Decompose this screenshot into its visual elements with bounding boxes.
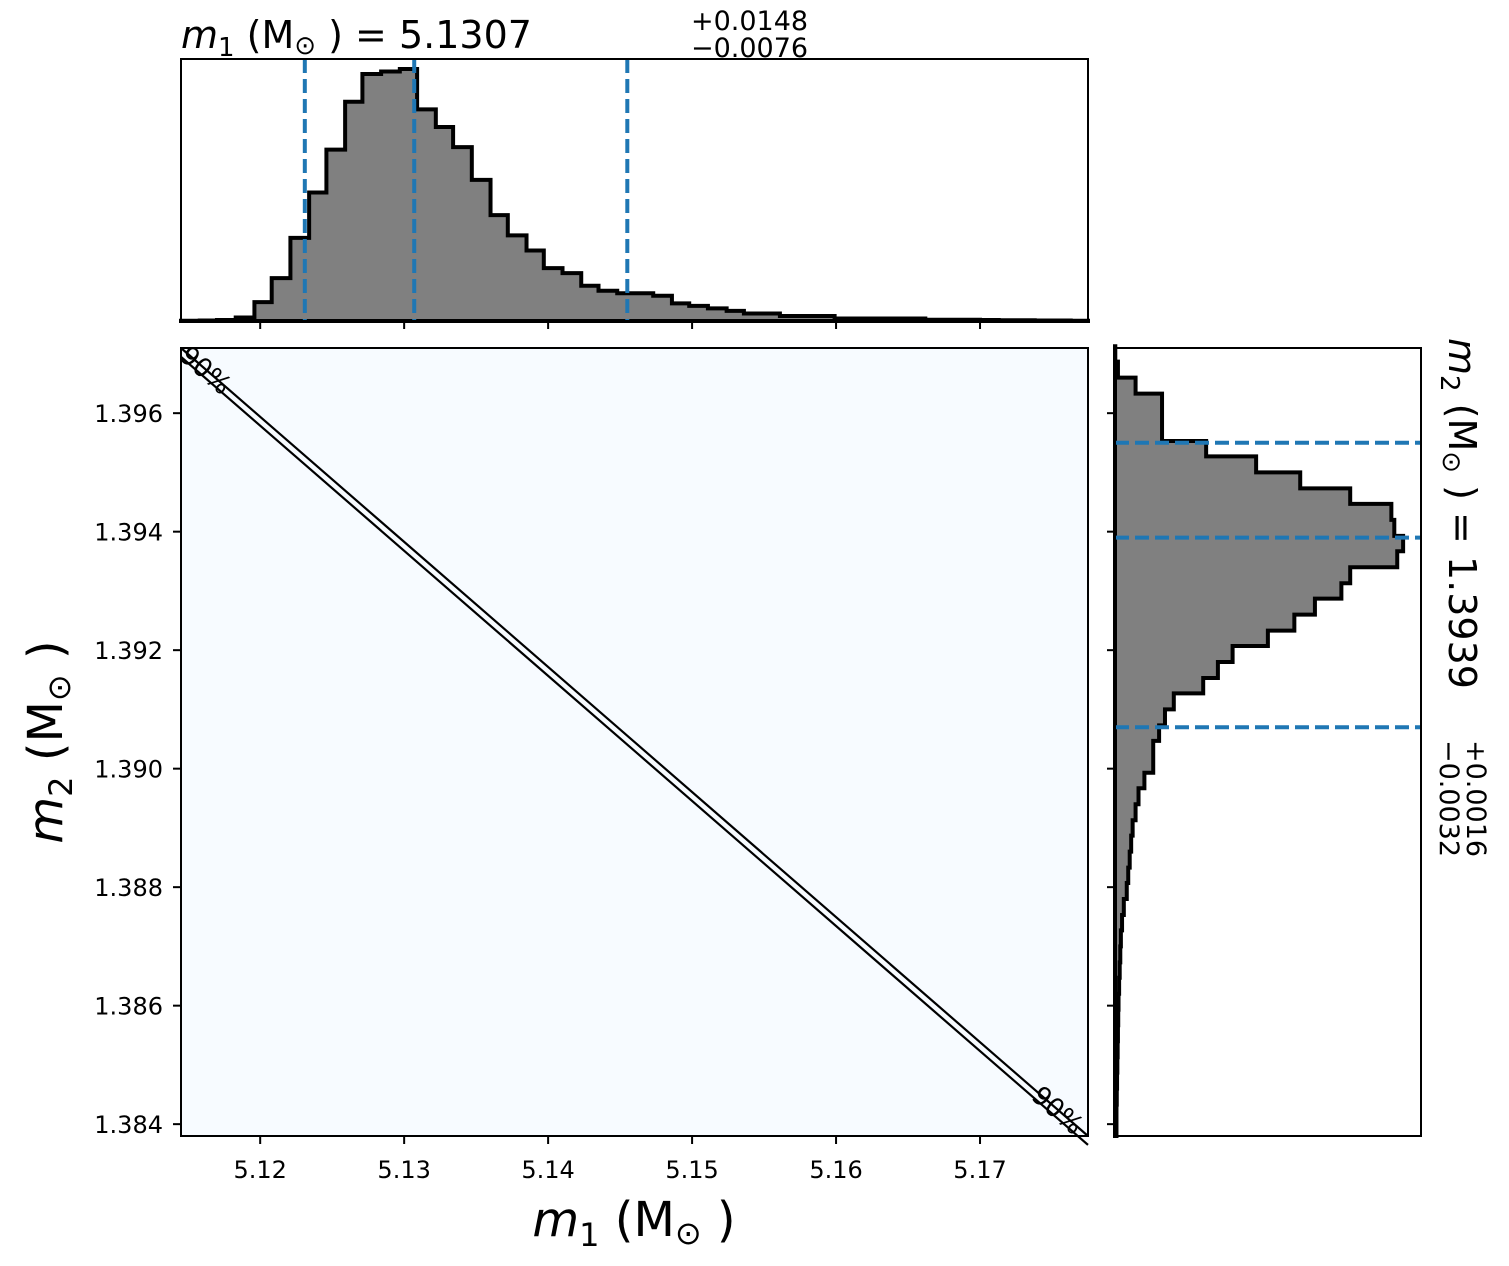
right-histogram-y-ticks	[1107, 412, 1115, 1126]
top-histogram-x-ticks	[259, 321, 982, 329]
title-sub: 1	[218, 33, 235, 63]
contour-lines	[180, 347, 1089, 1146]
label-sun: ⊙	[675, 1214, 702, 1252]
title-value: ) = 5.1307	[316, 13, 532, 57]
right-histogram-panel: m2 (M⊙ ) = 1.3939 +0.0016−0.0032	[1107, 338, 1491, 1138]
y-tick-label-3: 1.390	[94, 756, 163, 784]
label-close: )	[702, 1192, 736, 1248]
right-title-var: m	[1440, 338, 1484, 375]
right-title-value: ) = 1.3939	[1440, 473, 1484, 689]
title-sun: ⊙	[294, 31, 316, 61]
x-tick-label-5: 5.17	[953, 1156, 1006, 1184]
x-tick-label-1: 5.13	[377, 1156, 430, 1184]
x-tick-label-3: 5.15	[665, 1156, 718, 1184]
right-title-unit: (M	[1440, 392, 1484, 452]
right-histogram-step	[1113, 344, 1406, 1138]
top-quantile-lines	[302, 59, 630, 321]
joint-frame	[180, 347, 1089, 1137]
title-unit: (M	[235, 13, 295, 57]
joint-x-axis-ticks: 5.12 5.13 5.14 5.15 5.16 5.17	[233, 1136, 1007, 1184]
x-tick-label-0: 5.12	[233, 1156, 286, 1184]
title-var: m	[181, 13, 218, 57]
right-title-plus: +0.0016	[1460, 740, 1491, 857]
contour-line-0	[180, 347, 1089, 1137]
y-tick-label-2: 1.388	[94, 874, 163, 902]
label-sub: 2	[42, 777, 80, 797]
x-axis-label: m1 (M⊙ )	[532, 1192, 735, 1254]
y-tick-label-4: 1.392	[94, 637, 163, 665]
right-histogram-bars	[1113, 344, 1406, 1138]
x-tick-label-2: 5.14	[521, 1156, 574, 1184]
y-tick-label-5: 1.394	[94, 519, 163, 547]
contour-line-1	[180, 356, 1089, 1146]
x-tick-label-4: 5.16	[809, 1156, 862, 1184]
title-plus: +0.0148	[691, 6, 808, 37]
top-histogram-bars	[179, 67, 1090, 323]
y-tick-label-6: 1.396	[94, 400, 163, 428]
label-sun: ⊙	[40, 674, 78, 701]
label-var: m	[532, 1192, 579, 1248]
right-title-sun: ⊙	[1436, 451, 1466, 473]
right-title-minus: −0.0032	[1433, 740, 1464, 857]
y-tick-label-0: 1.384	[94, 1111, 163, 1139]
label-close: )	[18, 640, 74, 674]
joint-y-axis-ticks: 1.384 1.386 1.388 1.390 1.392 1.394 1.396	[94, 400, 181, 1139]
right-quantile-lines	[1115, 440, 1421, 730]
top-histogram-title: m1 (M⊙ ) = 5.1307 +0.0148 −0.0076	[181, 6, 808, 64]
label-var: m	[18, 797, 74, 844]
y-tick-label-1: 1.386	[94, 993, 163, 1021]
top-histogram-panel: m1 (M⊙ ) = 5.1307 +0.0148 −0.0076	[179, 6, 1090, 329]
top-histogram-step	[179, 67, 1090, 323]
y-axis-label: m2 (M⊙ )	[18, 640, 80, 843]
right-title-sub: 2	[1434, 375, 1464, 392]
joint-contour-panel: 90% 90% 5.12 5.13 5.14 5.15 5.16 5.17 1.3841.…	[18, 341, 1089, 1254]
label-unit: (M	[599, 1192, 674, 1248]
label-sub: 1	[579, 1216, 599, 1254]
label-unit: (M	[18, 701, 74, 776]
right-histogram-title: m2 (M⊙ ) = 1.3939 +0.0016−0.0032	[1433, 338, 1491, 857]
top-histogram-frame	[180, 58, 1089, 322]
right-histogram-frame	[1114, 347, 1422, 1137]
title-minus: −0.0076	[691, 33, 808, 64]
